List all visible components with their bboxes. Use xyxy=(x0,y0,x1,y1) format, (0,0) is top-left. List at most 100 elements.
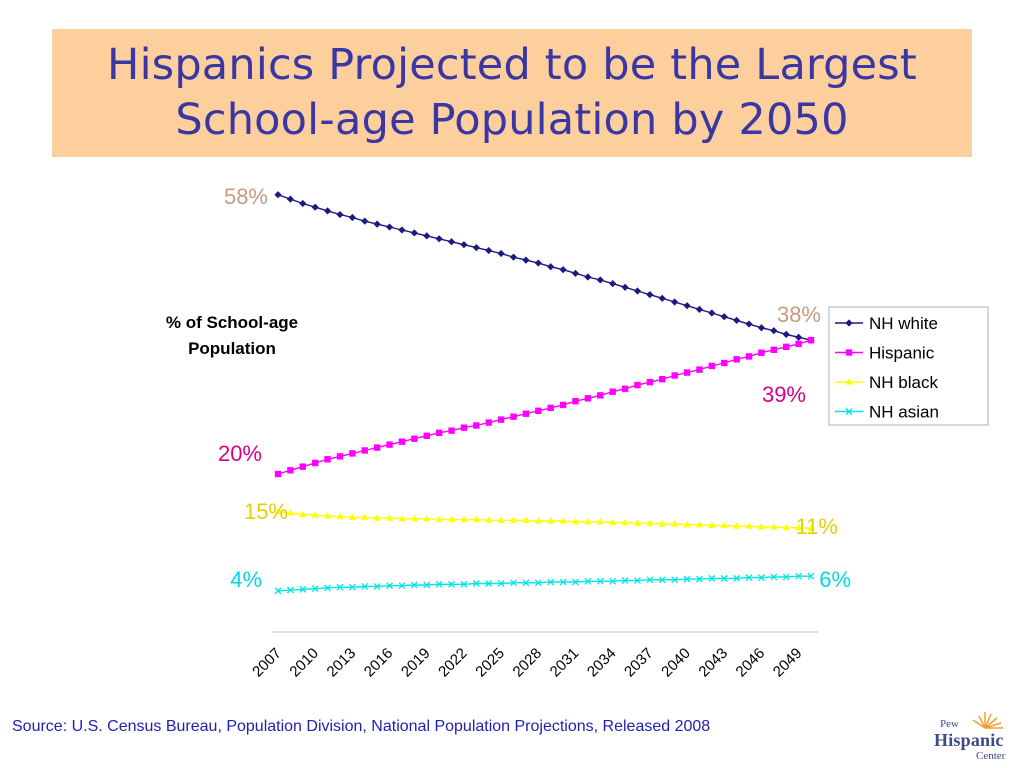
data-point-hispanic-2019 xyxy=(423,432,430,439)
data-point-nh-white-2045 xyxy=(745,320,753,328)
data-point-nh-white-2010 xyxy=(311,203,319,211)
data-point-nh-black-2009 xyxy=(299,510,307,518)
series-line-nh-white xyxy=(277,194,812,341)
data-point-nh-black-2021 xyxy=(447,515,456,523)
data-point-nh-black-2024 xyxy=(485,516,493,523)
data-point-hispanic-2008 xyxy=(287,467,294,474)
data-point-nh-white-2011 xyxy=(323,207,332,215)
data-point-nh-black-2031 xyxy=(571,517,580,525)
data-point-hispanic-2044 xyxy=(733,356,740,363)
data-point-nh-asian-2021 xyxy=(448,580,455,588)
data-point-nh-asian-2035 xyxy=(621,577,629,585)
data-point-hispanic-2038 xyxy=(659,375,666,383)
data-point-nh-white-2048 xyxy=(782,330,790,338)
data-point-nh-black-2020 xyxy=(435,515,443,523)
data-point-hispanic-2041 xyxy=(696,366,703,373)
data-point-nh-black-2040 xyxy=(683,520,691,528)
data-point-nh-white-2032 xyxy=(584,273,592,281)
data-point-nh-asian-2011 xyxy=(324,584,332,592)
data-point-nh-white-2033 xyxy=(596,276,604,284)
data-point-nh-white-2026 xyxy=(509,253,518,261)
data-point-hispanic-2016 xyxy=(386,441,393,448)
data-point-nh-asian-2019 xyxy=(423,581,431,589)
data-point-hispanic-2046 xyxy=(758,349,765,356)
data-point-nh-black-2022 xyxy=(460,515,468,523)
legend-marker-nh-asian xyxy=(845,408,853,415)
x-tick-label-2016: 2016 xyxy=(361,645,397,681)
data-point-nh-asian-2034 xyxy=(609,577,617,585)
data-point-nh-white-2024 xyxy=(485,246,493,255)
data-point-nh-black-2043 xyxy=(720,521,728,529)
data-point-nh-white-2022 xyxy=(460,241,468,249)
data-label-end-nh-white: 38% xyxy=(777,302,821,327)
data-point-nh-white-2035 xyxy=(621,283,629,291)
data-point-nh-asian-2009 xyxy=(299,585,307,593)
data-point-nh-asian-2050 xyxy=(807,572,815,580)
data-label-end-nh-asian: 6% xyxy=(819,567,851,592)
x-tick-label-2031: 2031 xyxy=(547,645,583,681)
data-point-nh-white-2039 xyxy=(671,298,679,306)
data-point-nh-asian-2018 xyxy=(410,581,418,589)
data-point-hispanic-2012 xyxy=(336,453,344,460)
x-tick-label-2010: 2010 xyxy=(286,645,322,681)
data-label-start-nh-black: 15% xyxy=(244,499,288,524)
x-tick-label-2040: 2040 xyxy=(658,645,694,681)
data-point-nh-white-2014 xyxy=(361,217,369,225)
data-point-nh-asian-2038 xyxy=(658,576,666,584)
data-point-hispanic-2032 xyxy=(584,395,592,402)
data-point-hispanic-2045 xyxy=(745,353,753,360)
data-point-hispanic-2018 xyxy=(411,435,418,442)
data-point-nh-black-2034 xyxy=(609,518,617,526)
data-point-hispanic-2031 xyxy=(572,398,579,405)
x-tick-label-2019: 2019 xyxy=(398,645,434,681)
data-point-nh-asian-2008 xyxy=(286,586,294,594)
data-point-nh-asian-2029 xyxy=(547,578,555,586)
data-point-hispanic-2022 xyxy=(460,424,468,431)
data-point-nh-asian-2015 xyxy=(373,582,381,590)
data-point-hispanic-2034 xyxy=(609,388,616,395)
data-point-nh-white-2016 xyxy=(385,223,394,231)
data-point-hispanic-2023 xyxy=(473,422,480,429)
data-point-hispanic-2033 xyxy=(597,392,604,399)
data-point-nh-white-2019 xyxy=(423,232,431,240)
data-point-nh-black-2029 xyxy=(547,517,555,524)
data-point-nh-asian-2028 xyxy=(534,579,542,587)
data-point-nh-black-2027 xyxy=(522,516,530,523)
data-label-start-nh-white: 58% xyxy=(224,184,268,209)
x-tick-label-2028: 2028 xyxy=(510,645,546,681)
data-point-nh-white-2020 xyxy=(435,235,443,243)
data-point-hispanic-2039 xyxy=(671,372,678,379)
data-point-nh-asian-2026 xyxy=(510,579,517,587)
data-point-nh-black-2047 xyxy=(770,523,778,530)
data-point-hispanic-2013 xyxy=(349,450,356,457)
data-point-hispanic-2010 xyxy=(311,459,319,467)
data-point-nh-white-2031 xyxy=(571,269,580,277)
data-label-end-nh-black: 11% xyxy=(796,514,838,539)
data-point-hispanic-2030 xyxy=(559,401,567,409)
series-line-hispanic xyxy=(277,339,812,475)
data-point-nh-asian-2027 xyxy=(522,579,530,587)
data-point-nh-asian-2037 xyxy=(646,576,654,584)
pew-hispanic-center-logo: Pew Hispanic Center xyxy=(930,706,1022,766)
x-tick-label-2046: 2046 xyxy=(733,645,769,681)
data-point-hispanic-2029 xyxy=(547,404,554,412)
data-point-nh-black-2041 xyxy=(695,520,704,528)
series-line-nh-black xyxy=(277,510,812,530)
data-point-hispanic-2028 xyxy=(535,407,542,414)
chart-title-line-2: School-age Population by 2050 xyxy=(175,95,849,145)
data-point-nh-asian-2030 xyxy=(559,578,567,586)
data-point-nh-asian-2012 xyxy=(336,583,344,591)
data-point-nh-black-2036 xyxy=(633,519,642,526)
logo-text-hispanic: Hispanic xyxy=(934,730,1004,750)
data-point-nh-black-2008 xyxy=(286,509,294,516)
legend-marker-nh-white xyxy=(845,319,853,327)
data-point-nh-white-2008 xyxy=(286,195,294,203)
data-point-nh-white-2040 xyxy=(683,302,691,310)
legend-label-hispanic: Hispanic xyxy=(869,344,935,363)
data-point-nh-black-2012 xyxy=(336,512,344,520)
data-point-nh-asian-2032 xyxy=(584,577,592,585)
data-point-nh-black-2019 xyxy=(423,515,431,522)
data-point-nh-asian-2024 xyxy=(485,580,493,587)
data-label-start-hispanic: 20% xyxy=(218,441,262,466)
